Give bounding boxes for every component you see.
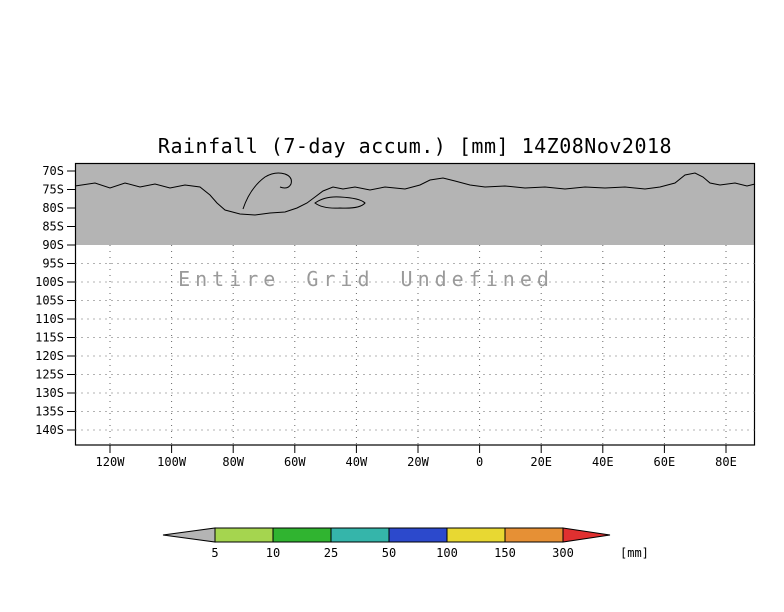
colorbar-segment — [272, 527, 332, 543]
y-tick-label: 100S — [35, 275, 64, 289]
colorbar-level-label: 25 — [324, 546, 338, 560]
x-tick-label: 20W — [407, 455, 429, 469]
y-tick-label: 90S — [42, 238, 64, 252]
colorbar-segment — [388, 527, 448, 543]
plot-border — [74, 162, 756, 446]
coastline-peninsula — [242, 172, 292, 210]
colorbar-segment — [504, 527, 564, 543]
colorbar-level-label: 5 — [211, 546, 218, 560]
y-tick-label: 105S — [35, 294, 64, 308]
x-tick-label: 20E — [530, 455, 552, 469]
y-tick-label: 135S — [35, 405, 64, 419]
x-tick-label: 40E — [592, 455, 614, 469]
y-tick-label: 120S — [35, 349, 64, 363]
x-tick-label: 40W — [346, 455, 368, 469]
y-tick-label: 110S — [35, 312, 64, 326]
x-tick-label: 80W — [222, 455, 244, 469]
undefined-shaded-region — [75, 163, 755, 245]
x-tick-label: 60E — [654, 455, 676, 469]
colorbar-level-label: 100 — [436, 546, 458, 560]
y-tick-label: 125S — [35, 368, 64, 382]
colorbar-units-label: [mm] — [620, 546, 649, 560]
x-tick-label: 100W — [157, 455, 187, 469]
colorbar-level-label: 300 — [552, 546, 574, 560]
y-tick-label: 75S — [42, 183, 64, 197]
y-tick-label: 80S — [42, 201, 64, 215]
colorbar-left-arrow — [162, 527, 216, 543]
colorbar-right-arrow — [562, 527, 611, 543]
y-tick-label: 70S — [42, 164, 64, 178]
x-tick-label: 60W — [284, 455, 306, 469]
colorbar-level-label: 10 — [266, 546, 280, 560]
y-tick-label: 140S — [35, 423, 64, 437]
y-tick-label: 95S — [42, 257, 64, 271]
x-tick-label: 0 — [476, 455, 483, 469]
coastline-main — [74, 172, 756, 216]
coastline-island — [314, 196, 366, 209]
y-tick-label: 85S — [42, 220, 64, 234]
y-tick-label: 130S — [35, 386, 64, 400]
colorbar-segment — [214, 527, 274, 543]
y-tick-label: 115S — [35, 331, 64, 345]
x-tick-label: 80E — [715, 455, 737, 469]
colorbar-level-label: 50 — [382, 546, 396, 560]
undefined-grid-message: Entire Grid Undefined — [178, 267, 554, 291]
colorbar-segment — [330, 527, 390, 543]
colorbar-segment — [446, 527, 506, 543]
chart-title: Rainfall (7-day accum.) [mm] 14Z08Nov201… — [157, 134, 673, 158]
x-tick-label: 120W — [96, 455, 126, 469]
colorbar-level-label: 150 — [494, 546, 516, 560]
